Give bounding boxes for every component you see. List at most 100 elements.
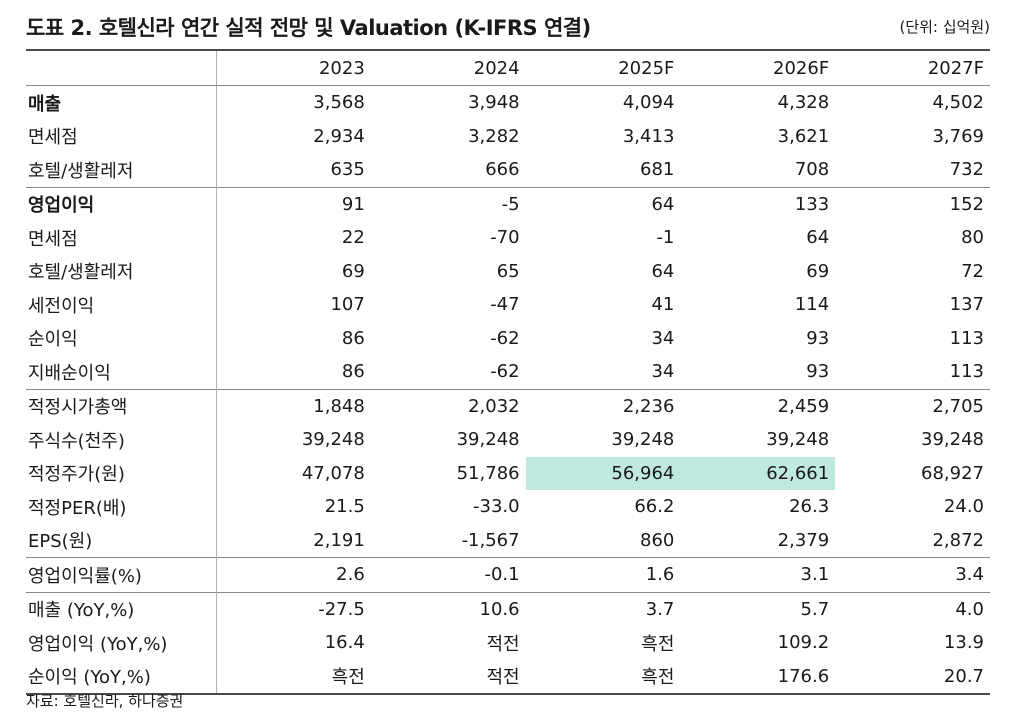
table-cell: -1 (656, 227, 675, 249)
table-cell: 흑전 (525, 659, 681, 695)
table-cell: -1,567 (461, 529, 520, 551)
row-label: 적정시가총액 (26, 388, 217, 423)
table-row: 매출 3,568 3,948 4,094 4,328 4,502 (26, 85, 990, 120)
table-row: 세전이익 107 -47 41 114 137 (26, 288, 990, 322)
table-cell: 2,379 (777, 529, 830, 551)
table-cell: 137 (949, 294, 984, 316)
table-cell: 24.0 (943, 496, 984, 518)
table-cell: 68,927 (921, 462, 984, 484)
table-cell: 69 (806, 260, 830, 282)
header-label-cell (26, 49, 217, 86)
row-label: 적정주가(원) (26, 456, 217, 490)
highlighted-cell: 62,661 (680, 456, 836, 490)
table-cell: 2,934 (313, 125, 365, 147)
column-header-2025f: 2025F (525, 49, 681, 86)
unit-label: (단위: 십억원) (899, 18, 990, 36)
table-cell: 708 (794, 159, 830, 181)
table-cell: -70 (490, 227, 520, 249)
table-cell: 64 (651, 260, 675, 282)
table-cell: 3,769 (932, 125, 984, 147)
table-cell: 93 (806, 361, 830, 383)
table-row: 면세점 22 -70 -1 64 80 (26, 221, 990, 255)
row-label: 적정PER(배) (26, 490, 217, 524)
table-row: 순이익 (YoY,%) 흑전 적전 흑전 176.6 20.7 (26, 659, 990, 695)
table-cell: 91 (216, 186, 371, 221)
column-header-2023: 2023 (216, 49, 371, 86)
row-label: 면세점 (26, 221, 217, 255)
table-cell: 666 (485, 159, 520, 181)
table-cell: 4.0 (835, 591, 990, 626)
table-cell: 1.6 (525, 557, 681, 592)
table-cell: 39,248 (456, 429, 520, 451)
table-cell: 860 (640, 529, 675, 551)
table-cell: 5.7 (680, 591, 836, 626)
row-label: 영업이익 (YoY,%) (26, 626, 217, 660)
table-cell: 86 (341, 327, 365, 349)
table-cell: 2,459 (680, 388, 836, 423)
table-cell: 3,948 (468, 92, 520, 114)
row-label: EPS(원) (26, 523, 217, 558)
table-cell: 흑전 (641, 633, 675, 655)
table-cell: 65 (496, 260, 520, 282)
table-cell: 3,413 (622, 125, 675, 147)
table-row: 적정시가총액 1,848 2,032 2,236 2,459 2,705 (26, 388, 990, 423)
table-cell: 1,848 (216, 388, 371, 423)
table-cell: 109.2 (777, 632, 830, 654)
column-header-2027f: 2027F (835, 49, 990, 86)
table-cell: 2,705 (835, 388, 990, 423)
table-cell: 2,872 (932, 529, 984, 551)
table-cell: -0.1 (370, 557, 526, 592)
table-cell: 34 (651, 361, 675, 383)
table-cell: 72 (961, 260, 984, 282)
table-cell: 69 (341, 260, 365, 282)
table-cell: 3.7 (525, 591, 681, 626)
column-header-2024: 2024 (370, 49, 526, 86)
row-label: 호텔/생활레저 (26, 153, 217, 187)
table-cell: 34 (651, 327, 675, 349)
table-cell: 2.6 (216, 557, 371, 592)
table-cell: 3,621 (777, 125, 830, 147)
table-cell: 41 (651, 294, 675, 316)
table-cell: 51,786 (456, 462, 520, 484)
table-cell: 4,328 (777, 92, 830, 114)
table-row: 적정PER(배) 21.5 -33.0 66.2 26.3 24.0 (26, 490, 990, 524)
table-cell: 10.6 (370, 591, 526, 626)
table-cell: 39,248 (611, 429, 675, 451)
table-cell: 3,568 (313, 92, 365, 114)
table-row: 영업이익률(%) 2.6 -0.1 1.6 3.1 3.4 (26, 557, 990, 592)
forecast-table-wrap: 2023 2024 2025F 2026F 2027F 매출 3,568 3,9… (26, 49, 990, 695)
table-cell: 93 (806, 327, 830, 349)
table-row: 영업이익 (YoY,%) 16.4 적전 흑전 109.2 13.9 (26, 626, 990, 660)
table-cell: 732 (949, 159, 984, 181)
table-cell: 13.9 (943, 632, 984, 654)
highlighted-cell: 56,964 (525, 456, 681, 490)
table-cell: -5 (370, 186, 526, 221)
table-cell: 2,191 (313, 529, 365, 551)
table-cell: 22 (341, 227, 365, 249)
table-cell: -62 (490, 361, 520, 383)
table-cell: 64 (806, 227, 830, 249)
table-row: 주식수(천주) 39,248 39,248 39,248 39,248 39,2… (26, 423, 990, 457)
table-cell: 39,248 (921, 429, 984, 451)
table-cell: 635 (330, 159, 365, 181)
row-label: 순이익 (26, 321, 217, 355)
table-row: 적정주가(원) 47,078 51,786 56,964 62,661 68,9… (26, 456, 990, 490)
table-cell: 2,032 (370, 388, 526, 423)
table-cell: 80 (961, 227, 984, 249)
table-cell: 3,282 (468, 125, 520, 147)
table-title: 도표 2. 호텔신라 연간 실적 전망 및 Valuation (K-IFRS … (26, 16, 591, 40)
row-label: 면세점 (26, 119, 217, 153)
table-row: 매출 (YoY,%) -27.5 10.6 3.7 5.7 4.0 (26, 591, 990, 626)
table-cell: 적전 (370, 659, 526, 695)
table-row: 지배순이익 86 -62 34 93 113 (26, 355, 990, 389)
table-cell: -62 (490, 327, 520, 349)
row-label: 매출 (26, 85, 217, 120)
table-cell: 흑전 (216, 659, 371, 695)
table-cell: 113 (949, 327, 984, 349)
table-row: 호텔/생활레저 69 65 64 69 72 (26, 254, 990, 288)
table-row: 호텔/생활레저 635 666 681 708 732 (26, 153, 990, 187)
table-cell: 4,094 (622, 92, 675, 114)
table-row: 영업이익 91 -5 64 133 152 (26, 186, 990, 221)
row-label: 순이익 (YoY,%) (26, 659, 217, 695)
row-label: 호텔/생활레저 (26, 254, 217, 288)
